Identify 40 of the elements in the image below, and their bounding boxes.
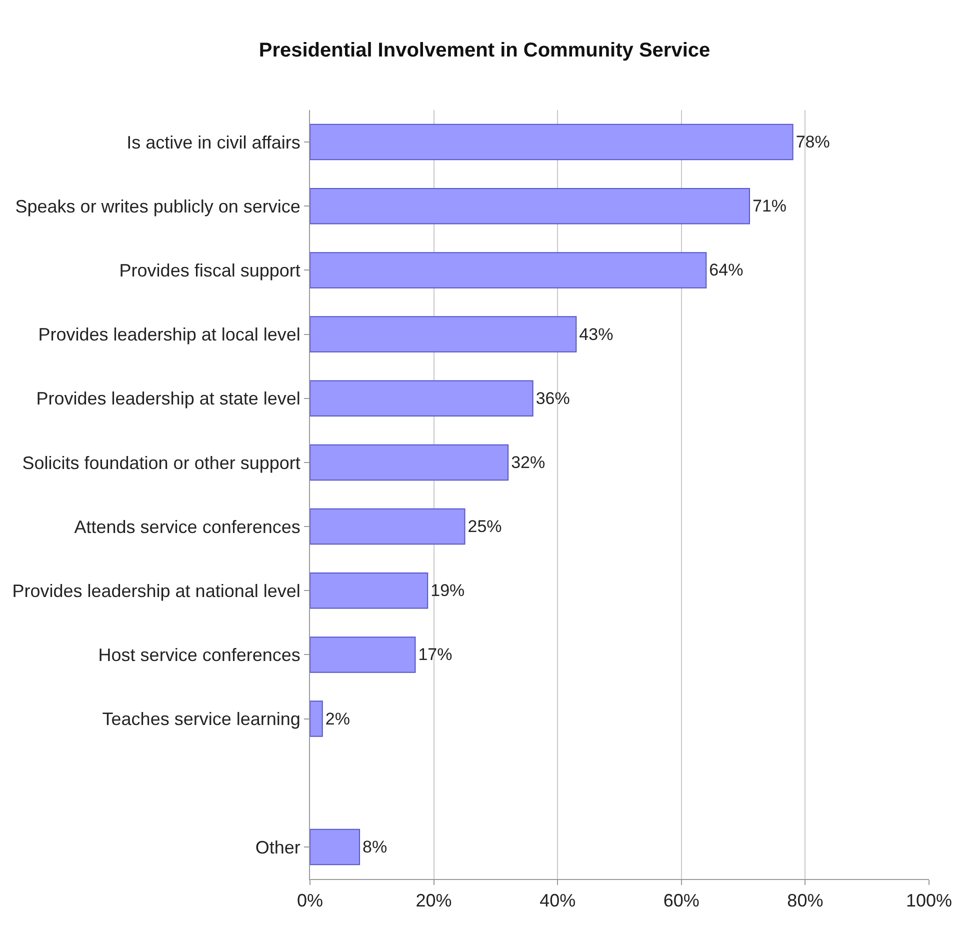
y-tick-label: Provides fiscal support bbox=[119, 260, 300, 281]
data-label: 17% bbox=[418, 645, 452, 664]
data-label: 78% bbox=[796, 132, 830, 152]
data-label: 25% bbox=[468, 517, 502, 536]
y-tick-label: Is active in civil affairs bbox=[126, 132, 300, 152]
bar bbox=[310, 700, 323, 737]
y-tick-label: Other bbox=[255, 837, 300, 858]
y-tick-label: Solicits foundation or other support bbox=[22, 452, 300, 473]
x-tick-label: 100% bbox=[906, 890, 952, 911]
y-tick-label: Teaches service learning bbox=[102, 709, 300, 730]
data-label: 43% bbox=[579, 324, 614, 344]
x-tick-label: 80% bbox=[787, 890, 824, 911]
y-tick-label: Host service conferences bbox=[98, 645, 300, 666]
x-tick-label: 60% bbox=[663, 890, 700, 911]
x-tick-label: 20% bbox=[416, 890, 452, 911]
bar bbox=[310, 188, 750, 224]
data-label: 19% bbox=[430, 581, 465, 600]
data-label: 32% bbox=[511, 452, 546, 472]
x-tick-label: 40% bbox=[540, 890, 576, 911]
y-tick-label: Provides leadership at local level bbox=[38, 324, 300, 345]
data-label: 36% bbox=[536, 388, 570, 408]
bar bbox=[310, 828, 360, 866]
bar bbox=[310, 380, 534, 416]
bar bbox=[310, 508, 466, 545]
bar bbox=[310, 124, 794, 160]
data-label: 8% bbox=[362, 837, 388, 856]
y-tick-label: Attends service conferences bbox=[74, 516, 300, 537]
data-label: 2% bbox=[325, 709, 350, 728]
y-tick-label: Speaks or writes publicly on service bbox=[15, 196, 300, 216]
y-tick-label: Provides leadership at national level bbox=[12, 580, 300, 601]
bar bbox=[310, 572, 428, 609]
bar bbox=[310, 316, 577, 352]
chart-title: Presidential Involvement in Community Service bbox=[258, 40, 710, 62]
bar bbox=[310, 444, 509, 481]
data-label: 71% bbox=[752, 196, 787, 216]
data-label: 64% bbox=[709, 260, 744, 280]
x-tick-label: 0% bbox=[296, 890, 324, 911]
y-tick-label: Provides leadership at state level bbox=[36, 388, 300, 409]
bar bbox=[310, 252, 707, 288]
bar bbox=[310, 636, 416, 673]
